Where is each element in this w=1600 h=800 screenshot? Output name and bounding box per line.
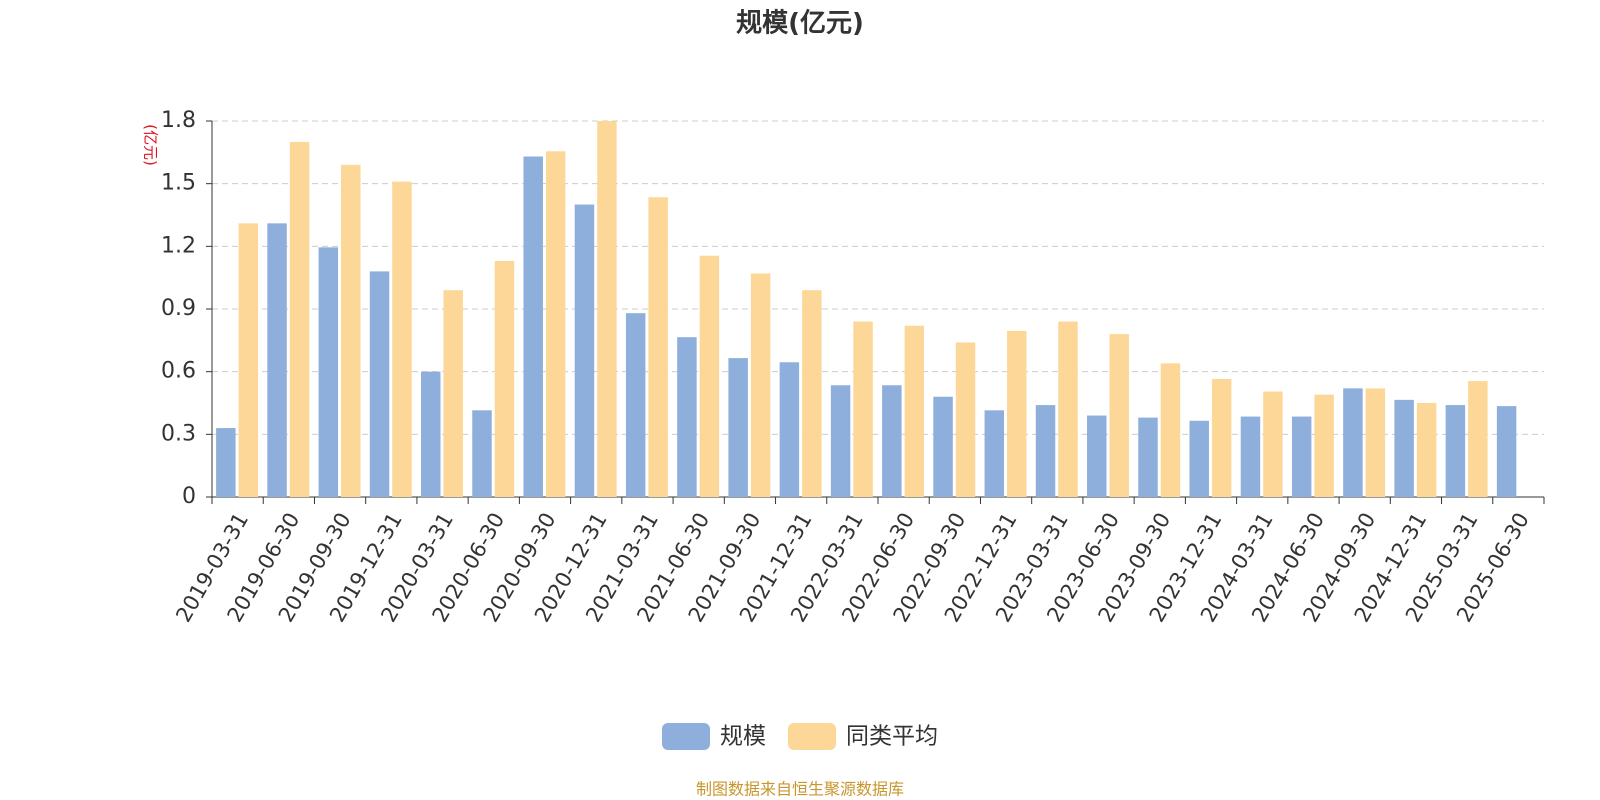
bar [1263, 391, 1283, 497]
bar [472, 410, 492, 497]
bar [369, 271, 390, 497]
bar [574, 204, 595, 498]
bar [853, 321, 873, 497]
legend-label[interactable]: 同类平均 [846, 724, 938, 750]
y-tick-label: 0.9 [161, 296, 196, 321]
bar [523, 156, 543, 497]
bar [750, 273, 771, 497]
bar [1468, 381, 1488, 497]
bar [1314, 394, 1334, 497]
bar [267, 223, 287, 497]
y-tick-label: 0.6 [161, 359, 196, 384]
bar [289, 141, 310, 497]
legend-label[interactable]: 规模 [720, 724, 766, 750]
bar [341, 164, 361, 497]
bar [545, 151, 566, 498]
legend-swatch[interactable] [788, 723, 836, 750]
bar [216, 428, 236, 497]
bar [728, 358, 748, 497]
y-tick-label: 1.8 [161, 108, 196, 133]
bar [933, 396, 953, 497]
y-tick-label: 0.3 [161, 421, 196, 446]
bar [1343, 388, 1363, 497]
bar [1087, 415, 1107, 497]
bar [1058, 321, 1078, 497]
chart-title: 规模(亿元) [736, 9, 864, 39]
bar [677, 337, 697, 497]
bar [1109, 334, 1129, 497]
bar [648, 197, 668, 497]
bar [421, 371, 441, 497]
bar [1496, 406, 1517, 497]
bar [1035, 405, 1056, 497]
bar [955, 342, 976, 497]
bar [494, 260, 515, 497]
bar [699, 255, 720, 497]
bar [1160, 363, 1181, 497]
bar [1211, 378, 1232, 497]
bar [597, 121, 617, 497]
bar [1291, 416, 1312, 497]
bar [904, 325, 925, 497]
bar [1365, 388, 1386, 497]
bar [625, 313, 646, 497]
bar [238, 223, 259, 497]
bar [392, 181, 412, 498]
bar [984, 410, 1005, 497]
y-tick-label: 1.5 [161, 171, 196, 196]
y-tick-label: 1.2 [161, 233, 196, 258]
bar [1445, 405, 1466, 497]
bar [1416, 403, 1437, 497]
bar [443, 290, 463, 497]
y-axis-label: (亿元) [142, 124, 160, 166]
bar [1394, 399, 1414, 497]
legend-swatch[interactable] [662, 723, 710, 750]
bar [1240, 416, 1261, 497]
bar [1189, 420, 1209, 497]
bar [779, 362, 800, 497]
source-note: 制图数据来自恒生聚源数据库 [696, 780, 904, 799]
bar [882, 385, 902, 497]
bar [1007, 330, 1027, 497]
bar [802, 290, 822, 497]
bar [1138, 417, 1158, 497]
bar [830, 385, 851, 497]
bar [318, 247, 339, 497]
y-tick-label: 0 [182, 484, 196, 509]
